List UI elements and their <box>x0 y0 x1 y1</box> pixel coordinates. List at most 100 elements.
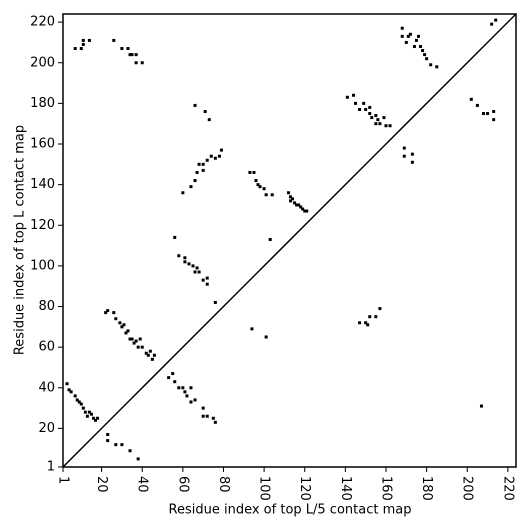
contact-point <box>299 205 303 209</box>
contact-point <box>106 432 110 436</box>
contact-point <box>171 372 175 376</box>
contact-point <box>378 122 382 126</box>
contact-point <box>289 195 293 199</box>
contact-point <box>264 335 268 339</box>
contact-point <box>213 156 217 160</box>
plot-frame <box>62 13 517 468</box>
contact-point <box>492 118 496 122</box>
contact-point <box>364 107 368 111</box>
x-tick-label: 140 <box>338 476 353 501</box>
contact-point <box>410 160 414 164</box>
contact-point <box>132 341 136 345</box>
contact-point <box>475 103 479 107</box>
y-axis-label: Residue index of top L contact map <box>13 125 28 355</box>
contact-point <box>490 22 494 26</box>
contact-point <box>481 112 485 116</box>
contact-point <box>150 357 154 361</box>
contact-point <box>297 203 301 207</box>
contact-point <box>408 32 412 36</box>
contact-point <box>134 61 138 65</box>
contact-point <box>374 315 378 319</box>
contact-point <box>201 406 205 410</box>
contact-point <box>106 439 110 443</box>
contact-point <box>85 414 89 418</box>
contact-point <box>152 353 156 357</box>
contact-point <box>410 152 414 156</box>
contact-point <box>351 93 355 97</box>
contact-point <box>167 376 171 380</box>
contact-point <box>374 122 378 126</box>
y-tick-label: 100 <box>30 258 55 273</box>
contact-point <box>67 388 71 392</box>
y-tick-label: 120 <box>30 218 55 233</box>
contact-point <box>494 18 498 22</box>
contact-point <box>370 116 374 120</box>
contact-point <box>423 53 427 57</box>
contact-point <box>364 321 368 325</box>
contact-point <box>94 418 98 422</box>
contact-point <box>264 193 268 197</box>
x-tick-label: 200 <box>460 476 475 501</box>
contact-point <box>189 400 193 404</box>
y-tick-label: 140 <box>30 177 55 192</box>
contact-point <box>112 311 116 315</box>
contact-point <box>79 402 83 406</box>
y-tick-label: 200 <box>30 55 55 70</box>
x-tick-label: 120 <box>297 476 312 501</box>
contact-point <box>120 47 124 51</box>
contact-point <box>209 154 213 158</box>
contact-point <box>134 53 138 57</box>
contact-point <box>268 237 272 241</box>
contact-point <box>177 386 181 390</box>
contact-point <box>120 325 124 329</box>
contact-point <box>362 101 366 105</box>
contact-point <box>81 406 85 410</box>
contact-point <box>195 266 199 270</box>
contact-point <box>130 53 134 57</box>
contact-point <box>270 193 274 197</box>
contact-point <box>402 154 406 158</box>
contact-point <box>136 457 140 461</box>
x-tick-label: 60 <box>175 476 190 493</box>
contact-point <box>219 148 223 152</box>
contact-point <box>197 162 201 166</box>
contact-point <box>79 47 83 51</box>
contact-point <box>83 410 87 414</box>
contact-point <box>136 345 140 349</box>
contact-point <box>406 34 410 38</box>
contact-point <box>106 309 110 313</box>
contact-point <box>183 260 187 264</box>
contact-point <box>301 207 305 211</box>
contact-point <box>91 416 95 420</box>
x-axis-label: Residue index of top L/5 contact map <box>169 503 412 518</box>
contact-point <box>138 337 142 341</box>
y-tick-label: 160 <box>30 137 55 152</box>
contact-point <box>295 203 299 207</box>
contact-point <box>118 321 122 325</box>
contact-point <box>291 197 295 201</box>
contact-point <box>205 158 209 162</box>
contact-point <box>73 47 77 51</box>
contact-point <box>382 116 386 120</box>
contact-point <box>73 394 77 398</box>
contact-point <box>368 315 372 319</box>
contact-point <box>148 349 152 353</box>
x-tick-label: 100 <box>257 476 272 501</box>
contact-point <box>376 118 380 122</box>
contact-point <box>217 154 221 158</box>
contact-point <box>126 47 130 51</box>
x-tick-label: 20 <box>94 476 109 493</box>
contact-point <box>187 262 191 266</box>
contact-point <box>87 38 91 42</box>
contact-point <box>303 209 307 213</box>
contact-point <box>140 61 144 65</box>
contact-point <box>435 65 439 69</box>
diagonal-line <box>62 13 517 468</box>
contact-point <box>205 276 209 280</box>
contact-point <box>81 38 85 42</box>
contact-point <box>89 412 93 416</box>
contact-point <box>201 278 205 282</box>
contact-point <box>429 63 433 67</box>
contact-point <box>402 146 406 150</box>
